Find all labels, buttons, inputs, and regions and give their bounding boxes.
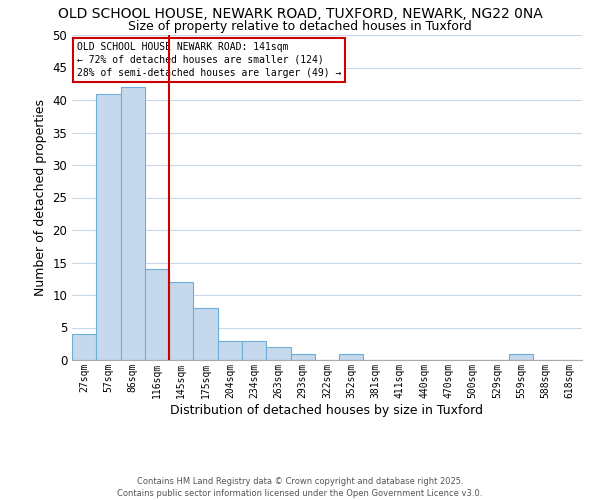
Bar [145, 269, 169, 360]
Bar [193, 308, 218, 360]
Bar [169, 282, 193, 360]
Text: Contains HM Land Registry data © Crown copyright and database right 2025.
Contai: Contains HM Land Registry data © Crown c… [118, 476, 482, 498]
Bar [96, 94, 121, 360]
Text: Size of property relative to detached houses in Tuxford: Size of property relative to detached ho… [128, 20, 472, 33]
Y-axis label: Number of detached properties: Number of detached properties [34, 99, 47, 296]
Bar [72, 334, 96, 360]
Text: OLD SCHOOL HOUSE NEWARK ROAD: 141sqm
← 72% of detached houses are smaller (124)
: OLD SCHOOL HOUSE NEWARK ROAD: 141sqm ← 7… [77, 42, 341, 78]
Bar [121, 87, 145, 360]
Bar [242, 340, 266, 360]
Bar [290, 354, 315, 360]
X-axis label: Distribution of detached houses by size in Tuxford: Distribution of detached houses by size … [170, 404, 484, 416]
Bar [509, 354, 533, 360]
Bar [218, 340, 242, 360]
Bar [339, 354, 364, 360]
Bar [266, 347, 290, 360]
Text: OLD SCHOOL HOUSE, NEWARK ROAD, TUXFORD, NEWARK, NG22 0NA: OLD SCHOOL HOUSE, NEWARK ROAD, TUXFORD, … [58, 8, 542, 22]
